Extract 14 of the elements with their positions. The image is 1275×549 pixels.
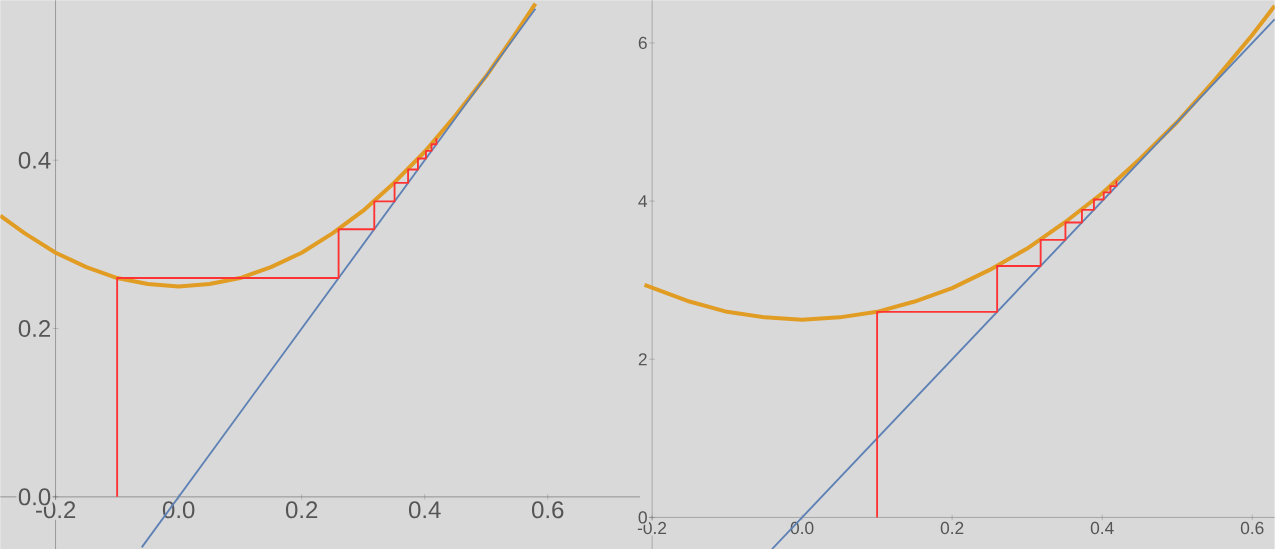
y-tick-label: 4 — [638, 195, 648, 207]
y-tick-label: 0.2 — [18, 319, 50, 337]
y-tick-label: 0.4 — [18, 151, 51, 169]
x-tick-label: 0.6 — [1240, 521, 1264, 534]
line-series — [876, 179, 1118, 519]
x-tick-label: 0.0 — [790, 521, 814, 534]
x-tick-label: 0.4 — [408, 501, 441, 519]
x-tick-label: 0.6 — [532, 501, 564, 519]
y-tick-label: 2 — [638, 353, 647, 366]
x-tick-label: 0.2 — [285, 501, 318, 519]
y-tick-label: 6 — [638, 36, 647, 49]
x-tick-label: 0.2 — [940, 521, 964, 534]
line-series — [116, 137, 438, 498]
x-tick-label: 0.4 — [1090, 521, 1114, 534]
